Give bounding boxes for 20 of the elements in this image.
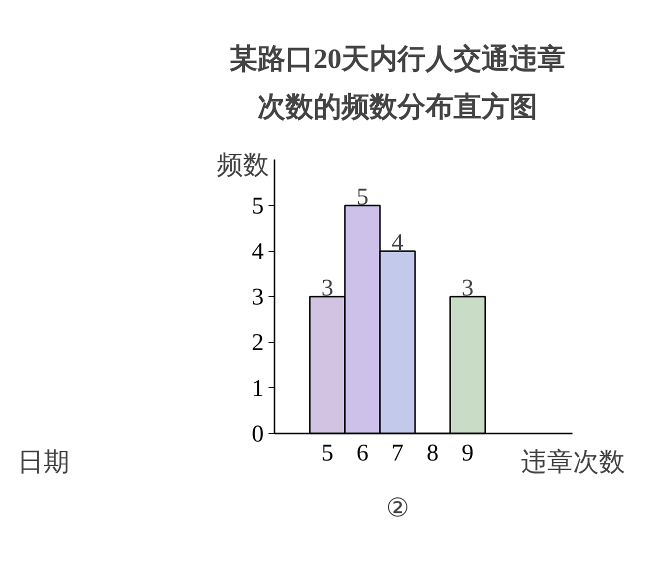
- data-label: 4: [392, 230, 404, 256]
- data-label: 3: [321, 276, 334, 302]
- data-label: 5: [356, 184, 368, 211]
- x-tick-label: 5: [321, 440, 334, 466]
- x-tick-label: 6: [356, 440, 368, 466]
- text: ②: [386, 493, 410, 522]
- x-axis-title: 违章次数: [520, 447, 625, 476]
- x-tick-label: 7: [392, 440, 404, 466]
- text: 日期: [17, 447, 70, 476]
- x-tick-label: 8: [426, 440, 439, 466]
- y-tick-label: 4: [252, 239, 264, 266]
- y-tick-label: 1: [252, 376, 264, 402]
- y-tick-label: 0: [252, 421, 264, 448]
- data-label: 3: [462, 276, 474, 302]
- x-tick-label: 9: [462, 440, 474, 466]
- chart-title: 某路口20天内行人交通违章次数的频数分布直方图: [230, 43, 566, 124]
- y-tick-label: 5: [252, 194, 264, 220]
- y-tick-label: 3: [252, 284, 264, 311]
- y-tick-label: 2: [252, 330, 264, 356]
- y-axis-title: 频数: [216, 150, 269, 180]
